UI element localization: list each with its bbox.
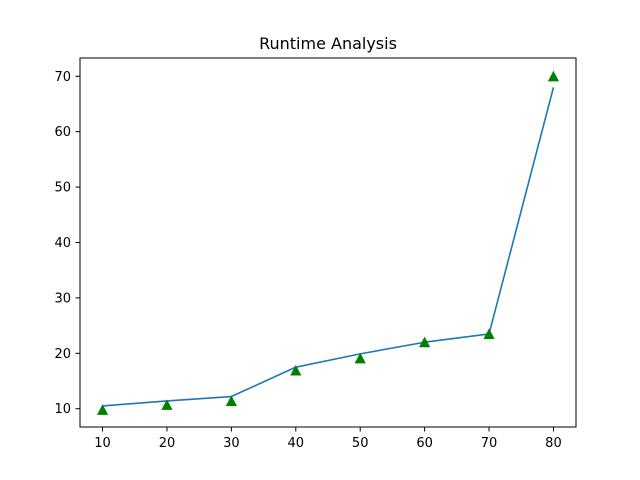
triangle-marker	[547, 70, 560, 82]
triangle-marker	[290, 364, 302, 376]
y-tick-label: 50	[54, 181, 71, 196]
axes-frame	[79, 57, 577, 428]
y-tick-label: 30	[54, 291, 71, 306]
y-tick-label: 20	[54, 347, 71, 362]
chart-title: Runtime Analysis	[259, 34, 397, 53]
triangle-marker	[483, 328, 495, 339]
y-tick-label: 60	[54, 125, 71, 140]
y-tick-label: 10	[54, 402, 71, 417]
x-tick-label: 30	[223, 436, 240, 451]
triangle-marker	[419, 336, 431, 348]
triangle-marker	[225, 395, 237, 407]
triangle-marker	[354, 352, 366, 364]
x-tick-label: 70	[481, 436, 498, 451]
series-line	[102, 87, 555, 407]
x-tick-label: 40	[288, 436, 305, 451]
y-tick-label: 70	[54, 70, 71, 85]
x-tick-label: 80	[545, 436, 562, 451]
y-tick-label: 40	[54, 236, 71, 251]
x-tick-label: 20	[159, 436, 176, 451]
triangle-marker	[96, 404, 109, 415]
x-tick-label: 10	[94, 436, 111, 451]
plot-area: 10 20 30 40 50 60 70 80 10 20 30 40 50 60 70	[54, 70, 561, 451]
triangle-marker	[161, 399, 173, 410]
x-tick-label: 50	[352, 436, 369, 451]
x-tick-label: 60	[416, 436, 433, 451]
